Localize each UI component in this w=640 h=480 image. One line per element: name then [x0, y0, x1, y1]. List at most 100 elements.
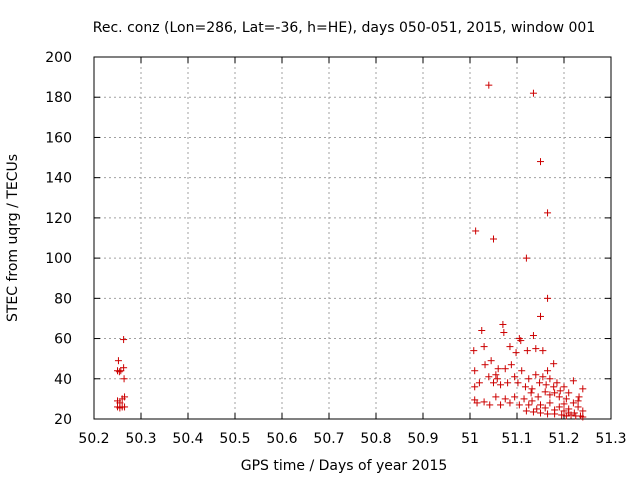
y-axis-label: STEC from uqrg / TECUs: [5, 154, 21, 322]
data-point: [537, 409, 544, 417]
data-point: [493, 375, 501, 383]
data-point: [506, 343, 514, 351]
data-point: [544, 410, 552, 418]
data-point: [551, 410, 559, 418]
data-point: [504, 379, 512, 387]
data-point: [511, 393, 519, 401]
data-point: [525, 375, 533, 383]
x-tick-label: 50.5: [219, 431, 250, 447]
data-point: [560, 407, 568, 415]
data-point: [542, 381, 550, 389]
data-point: [569, 377, 577, 385]
data-point: [480, 398, 488, 406]
data-point: [120, 336, 128, 344]
data-point: [574, 403, 582, 411]
data-point: [501, 395, 509, 403]
y-tick-label: 60: [54, 332, 72, 348]
y-tick-label: 180: [45, 90, 72, 106]
data-point: [485, 373, 493, 381]
x-tick-labels: 50.2 50.3 50.4 50.5 50.6 50.7 50.8 50.9 51 51.1 51…: [78, 431, 626, 447]
data-point: [579, 407, 587, 415]
x-tick-label: 50.2: [78, 431, 109, 447]
x-tick-label: 50.3: [125, 431, 156, 447]
data-point: [534, 393, 542, 401]
data-point: [515, 401, 523, 409]
data-point: [546, 399, 554, 407]
data-point: [115, 368, 123, 376]
data-point: [539, 373, 547, 381]
y-tick-label: 120: [45, 211, 72, 227]
data-point: [558, 411, 566, 419]
data-point: [471, 383, 479, 391]
data-point: [487, 357, 495, 365]
data-point: [560, 383, 568, 391]
x-tick-label: 50.9: [407, 431, 438, 447]
x-tick-label: 51.1: [501, 431, 532, 447]
data-point: [537, 312, 544, 320]
data-point: [512, 349, 520, 357]
data-point: [551, 389, 559, 397]
data-point: [536, 379, 544, 387]
data-point: [490, 235, 497, 243]
data-point: [501, 365, 509, 373]
x-tick-label: 51.2: [548, 431, 579, 447]
data-point: [546, 391, 554, 399]
y-tick-label: 160: [45, 130, 72, 146]
grid: [94, 57, 611, 419]
data-point: [555, 403, 563, 411]
data-point: [541, 388, 549, 396]
data-point: [520, 395, 528, 403]
data-point: [120, 364, 128, 372]
data-point: [574, 397, 582, 405]
data-point: [494, 365, 502, 373]
data-point: [500, 329, 508, 337]
data-point: [518, 367, 526, 375]
data-point: [521, 383, 529, 391]
x-tick-label: 50.4: [172, 431, 203, 447]
chart-title: Rec. conz (Lon=286, Lat=-36, h=HE), days…: [93, 20, 595, 36]
data-point: [481, 361, 489, 369]
plot-border: [93, 56, 612, 420]
data-point: [471, 367, 479, 375]
data-point: [511, 373, 519, 381]
data-point: [529, 89, 537, 97]
y-tick-label: 200: [45, 50, 72, 66]
data-point: [579, 385, 587, 393]
data-point: [522, 254, 530, 262]
data-point: [475, 379, 483, 387]
y-tick-label: 100: [45, 251, 72, 267]
data-point: [550, 383, 558, 391]
data-point: [537, 401, 544, 409]
data-point: [492, 393, 500, 401]
data-point: [514, 379, 522, 387]
y-tick-label: 140: [45, 171, 72, 187]
data-point: [528, 397, 536, 405]
data-point: [490, 379, 497, 387]
y-tick-label: 20: [54, 412, 72, 428]
y-tick-labels: 20 40 60 80 100 120 140 160 180 200: [45, 50, 72, 428]
data-points: [114, 81, 587, 421]
data-point: [553, 379, 561, 387]
x-tick-label: 51: [461, 431, 479, 447]
data-point: [522, 407, 530, 415]
x-axis-label: GPS time / Days of year 2015: [241, 458, 448, 474]
data-point: [472, 227, 480, 235]
data-point: [492, 371, 500, 379]
data-point: [532, 345, 540, 353]
data-point: [480, 343, 488, 351]
data-point: [497, 401, 505, 409]
data-point: [507, 361, 515, 369]
data-point: [527, 389, 535, 397]
data-point: [121, 393, 129, 401]
data-point: [575, 393, 583, 401]
data-point: [473, 399, 481, 407]
data-point: [497, 381, 505, 389]
data-point: [120, 375, 128, 383]
data-point: [569, 399, 577, 407]
data-point: [556, 387, 564, 395]
data-point: [544, 367, 552, 375]
data-point: [529, 408, 537, 416]
data-point: [555, 393, 563, 401]
data-point: [533, 405, 541, 413]
